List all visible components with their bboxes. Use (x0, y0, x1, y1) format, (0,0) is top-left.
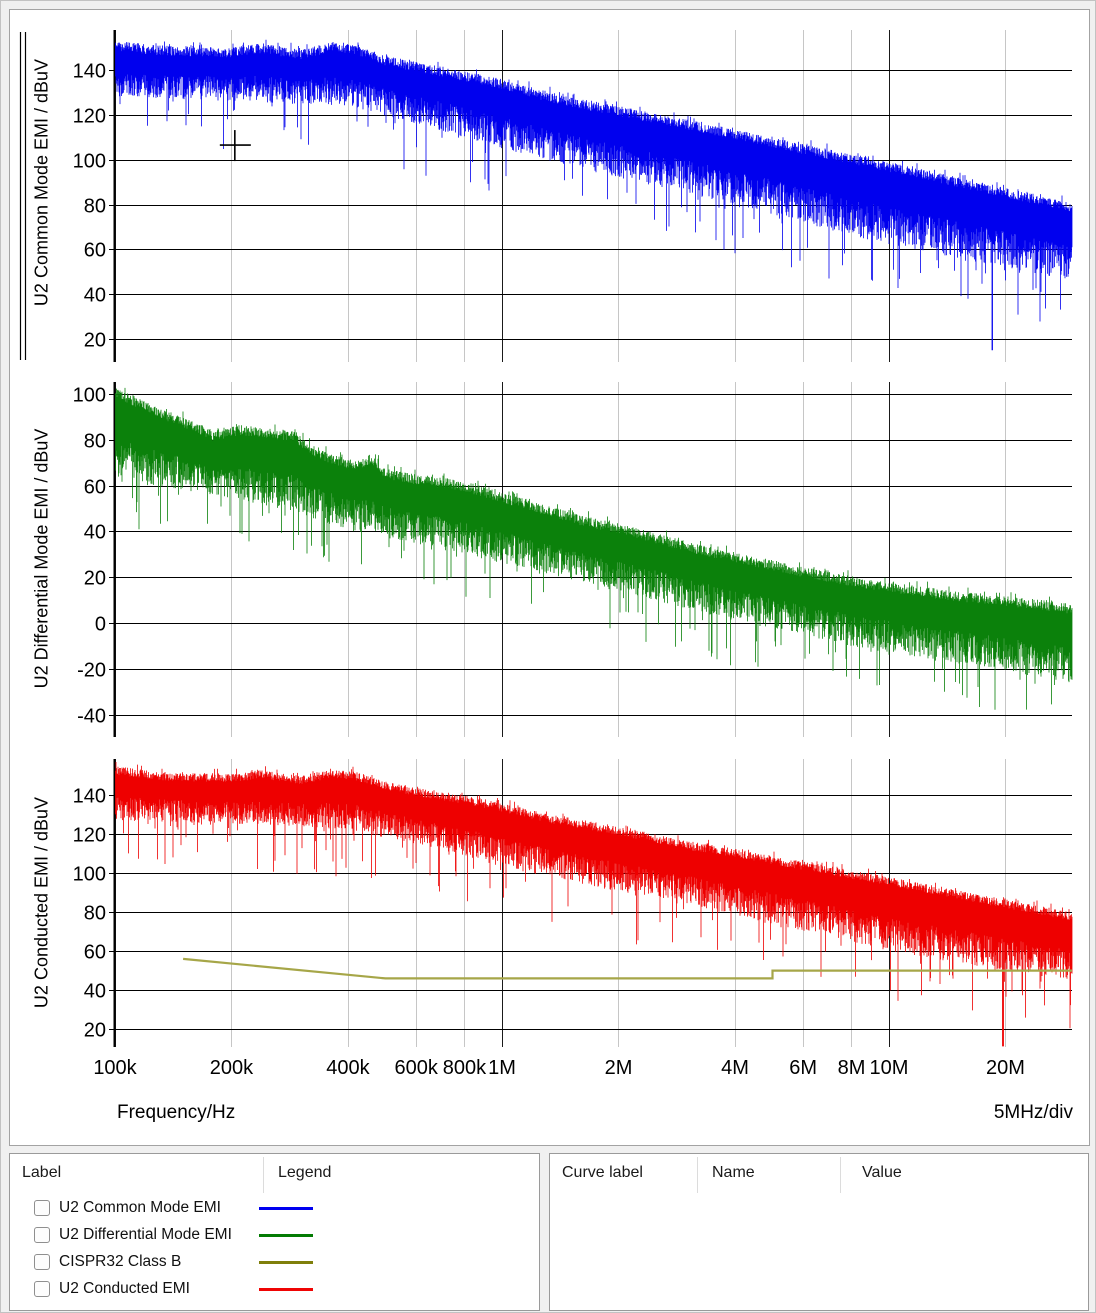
x-tick-label: 1M (488, 1057, 516, 1079)
y-tick-label: 80 (84, 196, 106, 218)
x-tick-label: 400k (326, 1057, 370, 1079)
legend-panel: Label Legend U2 Common Mode EMI U2 Differ… (9, 1153, 540, 1311)
x-axis-label: Frequency/Hz (117, 1102, 236, 1123)
header-separator (840, 1157, 841, 1193)
y-tick-label: 60 (84, 477, 106, 499)
header-separator (697, 1157, 698, 1193)
values-panel-header-value: Value (862, 1164, 902, 1181)
x-tick-labels: 100k 200k 400k 600k 800k 1M 2M 4M 6M 8M 10M 20M (93, 1057, 1025, 1079)
emi-plots-canvas[interactable]: 140 120 100 80 60 40 20 100 80 60 40 20 0 -20 -40 140 12… (10, 10, 1089, 1145)
curve-label[interactable]: U2 Common Mode EMI (59, 1199, 221, 1216)
trace-u2-conducted-emi[interactable] (115, 762, 1073, 1047)
legend-panel-header-label: Label (22, 1164, 62, 1181)
limit-line-cispr32-class-b[interactable] (182, 957, 1072, 980)
crosshair-cursor (219, 130, 251, 162)
y-tick-label: 100 (73, 385, 106, 407)
curve-color-swatch (259, 1261, 313, 1264)
legend-row: U2 Differential Mode EMI (10, 1223, 539, 1250)
curve-visibility-checkbox[interactable] (34, 1281, 50, 1297)
x-tick-label: 4M (721, 1057, 749, 1079)
y-tick-label: 140 (73, 786, 106, 808)
header-separator (263, 1157, 264, 1193)
x-tick-label: 100k (93, 1057, 137, 1079)
curve-label[interactable]: CISPR32 Class B (59, 1253, 182, 1270)
y-tick-label: 80 (84, 903, 106, 925)
y-tick-label: 100 (73, 151, 106, 173)
x-tick-label: 20M (986, 1057, 1025, 1079)
values-panel-header-curve-label: Curve label (562, 1164, 643, 1181)
y-axis-title-conducted: U2 Conducted EMI / dBuV (31, 796, 52, 1009)
x-tick-label: 200k (210, 1057, 254, 1079)
y-tick-label: 40 (84, 522, 106, 544)
legend-row: U2 Conducted EMI (10, 1277, 539, 1304)
x-tick-label: 600k (394, 1057, 438, 1079)
y-tick-label: 60 (84, 240, 106, 262)
x-tick-label: 8M (838, 1057, 866, 1079)
y-tick-label: 40 (84, 285, 106, 307)
curve-color-swatch (259, 1207, 313, 1210)
y-tick-label: 40 (84, 981, 106, 1003)
curve-color-swatch (259, 1288, 313, 1291)
y-tick-label: 80 (84, 431, 106, 453)
curve-visibility-checkbox[interactable] (34, 1200, 50, 1216)
legend-row: CISPR32 Class B (10, 1250, 539, 1277)
curve-color-swatch (259, 1234, 313, 1237)
y-tick-label: 20 (84, 330, 106, 352)
y-tick-label: 60 (84, 942, 106, 964)
selected-axis-marker (19, 32, 27, 360)
x-axis-scale-label: 5MHz/div (993, 1102, 1073, 1123)
curve-visibility-checkbox[interactable] (34, 1254, 50, 1270)
x-tick-label: 2M (605, 1057, 633, 1079)
y-tick-label: 140 (73, 61, 106, 83)
y-axis-title-common-mode: U2 Common Mode EMI / dBuV (31, 58, 52, 307)
x-tick-label: 10M (870, 1057, 909, 1079)
y-tick-label: 100 (73, 864, 106, 886)
trace-u2-differential-mode-emi[interactable] (115, 387, 1073, 710)
legend-panel-header-legend: Legend (278, 1164, 332, 1181)
trace-u2-common-mode-emi[interactable] (115, 39, 1073, 351)
y-tick-label: 0 (95, 614, 106, 636)
y-tick-label: 20 (84, 568, 106, 590)
plot-panel: 140 120 100 80 60 40 20 100 80 60 40 20 0 -20 -40 140 12… (9, 9, 1090, 1146)
grid-plot-0: 140 120 100 80 60 40 20 (73, 30, 1072, 362)
curve-label[interactable]: U2 Differential Mode EMI (59, 1226, 232, 1243)
values-panel-header-name: Name (712, 1164, 755, 1181)
y-tick-label: -40 (77, 706, 106, 728)
curve-visibility-checkbox[interactable] (34, 1227, 50, 1243)
y-tick-label: 120 (73, 106, 106, 128)
legend-rows: U2 Common Mode EMI U2 Differential Mode E… (10, 1196, 539, 1304)
curve-label[interactable]: U2 Conducted EMI (59, 1280, 190, 1297)
legend-row: U2 Common Mode EMI (10, 1196, 539, 1223)
y-tick-label: -20 (77, 660, 106, 682)
y-axis-title-differential-mode: U2 Differential Mode EMI / dBuV (31, 428, 52, 689)
y-tick-label: 20 (84, 1020, 106, 1042)
x-tick-label: 800k (443, 1057, 487, 1079)
x-tick-label: 6M (789, 1057, 817, 1079)
y-tick-label: 120 (73, 825, 106, 847)
cursor-values-panel: Curve label Name Value (549, 1153, 1089, 1311)
